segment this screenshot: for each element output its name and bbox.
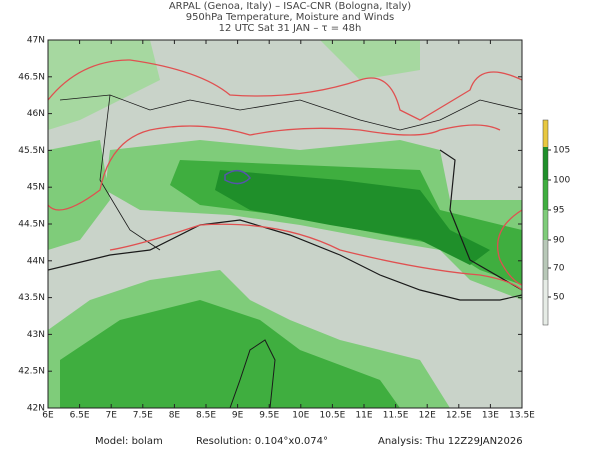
lon-label: 7.5E xyxy=(133,411,153,421)
colorbar-frame xyxy=(542,119,549,326)
lat-label: 42.5N xyxy=(18,367,45,377)
header-line: 950hPa Temperature, Moisture and Winds xyxy=(186,12,395,23)
lon-label: 6.5E xyxy=(70,411,90,421)
temperature-contour xyxy=(48,124,501,211)
lon-label: 8E xyxy=(169,411,181,421)
colorbar-segment xyxy=(543,210,548,240)
footer-text: Model: bolam xyxy=(95,436,163,447)
coastline xyxy=(48,219,522,301)
colorbar-label: 105 xyxy=(553,146,570,156)
lon-label: 13.5E xyxy=(509,411,535,421)
colorbar-segment xyxy=(543,147,548,180)
lat-label: 44.5N xyxy=(18,220,45,230)
colorbar-label: 50 xyxy=(553,293,565,303)
map-area xyxy=(48,40,522,408)
moisture-area xyxy=(320,40,420,80)
colorbar-label: 90 xyxy=(553,236,565,246)
temperature-contour xyxy=(109,223,522,291)
lon-label: 9E xyxy=(232,411,244,421)
lat-label: 43.5N xyxy=(18,293,45,303)
lon-label: 13E xyxy=(482,411,499,421)
lon-label: 12E xyxy=(419,411,436,421)
colorbar-label: 70 xyxy=(553,264,565,274)
lat-label: 43N xyxy=(27,330,45,340)
lon-label: 9.5E xyxy=(259,411,279,421)
header-line: ARPAL (Genoa, Italy) – ISAC-CNR (Bologna… xyxy=(169,1,411,12)
colorbar-label: 100 xyxy=(553,176,570,186)
lon-label: 6E xyxy=(42,411,54,421)
colorbar-segment xyxy=(543,180,548,210)
moisture-area xyxy=(215,170,490,265)
footer-text: Resolution: 0.104°x0.074° xyxy=(196,436,328,447)
temperature-contour xyxy=(48,59,522,121)
moisture-area xyxy=(60,300,400,408)
footer-text: Analysis: Thu 12Z29JAN2026 xyxy=(378,436,523,447)
lon-label: 10.5E xyxy=(320,411,346,421)
colorbar-segment xyxy=(543,240,548,280)
lon-label: 10E xyxy=(292,411,309,421)
colorbar-label: 95 xyxy=(553,206,564,216)
colorbar-segment xyxy=(543,280,548,325)
lat-label: 44N xyxy=(27,256,45,266)
coastline xyxy=(229,339,276,408)
moisture-area xyxy=(48,40,160,130)
header-line: 12 UTC Sat 31 JAN – τ = 48h xyxy=(219,23,362,34)
border xyxy=(59,94,522,251)
lon-label: 7E xyxy=(105,411,117,421)
lake xyxy=(224,169,251,185)
temperature-contour xyxy=(496,209,522,286)
lat-label: 46.5N xyxy=(18,72,45,82)
moisture-area xyxy=(48,140,110,250)
lon-label: 11.5E xyxy=(383,411,409,421)
lon-label: 11E xyxy=(355,411,372,421)
lat-label: 42N xyxy=(27,404,45,414)
colorbar-segment xyxy=(543,120,548,147)
lat-label: 47N xyxy=(27,36,45,46)
lat-label: 45.5N xyxy=(18,146,45,156)
lat-label: 46N xyxy=(27,109,45,119)
lon-label: 12.5E xyxy=(446,411,472,421)
lon-label: 8.5E xyxy=(196,411,216,421)
lat-label: 45N xyxy=(27,183,45,193)
coastline xyxy=(439,149,522,291)
